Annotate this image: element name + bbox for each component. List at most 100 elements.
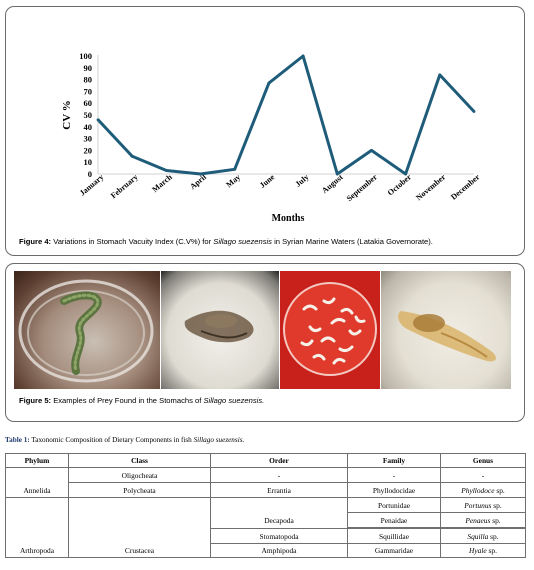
table-1-species: Sillago suezensis. xyxy=(193,436,245,444)
figure-4-panel: 0 10 20 30 40 50 60 70 80 90 100 January February Ma… xyxy=(5,6,525,256)
cell-polycheata: Polycheata xyxy=(68,482,211,498)
table-row: Amphipoda Gammaridae Hyale sp. xyxy=(6,543,526,558)
cell-annelida: Annelida xyxy=(5,467,69,498)
y-tick-label: 0 xyxy=(88,169,92,179)
cell-arthropoda: Arthropoda xyxy=(5,497,69,558)
header-phylum: Phylum xyxy=(5,453,69,468)
figure-4-caption: Figure 4: Variations in Stomach Vacuity … xyxy=(19,237,433,246)
figure-5-label: Figure 5: xyxy=(19,396,52,405)
cell-squilla: Squilla sp. xyxy=(440,528,526,544)
data-point-april xyxy=(199,172,202,176)
figure-5-panel: Figure 5: Examples of Prey Found in the … xyxy=(5,263,525,422)
table-row: Annelida Oligocheata - - - xyxy=(5,467,526,498)
figure-5-text: Examples of Prey Found in the Stomachs o… xyxy=(51,396,204,405)
data-point-july xyxy=(301,54,305,58)
data-point-december xyxy=(472,110,476,113)
data-point-june xyxy=(267,81,271,85)
sp-suffix: sp. xyxy=(486,546,497,555)
cell-hyale: Hyale sp. xyxy=(440,543,526,558)
figure-4-text-a: Variations in Stomach Vacuity Index (C.V… xyxy=(51,237,214,246)
data-point-november xyxy=(438,73,442,77)
worm-in-dish-image xyxy=(18,279,154,383)
cell-amphipoda: Amphipoda xyxy=(210,543,348,558)
table-row: Stomatopoda Squillidae Squilla sp. xyxy=(6,528,526,544)
y-tick-label: 50 xyxy=(84,110,93,120)
y-tick-label: 40 xyxy=(84,122,93,132)
y-axis-title: CV % xyxy=(61,100,73,129)
table-row: Arthropoda Crustacea Decapoda Portunidae… xyxy=(5,497,526,558)
data-point-may xyxy=(233,167,237,171)
cell-order-dash: - xyxy=(210,467,348,483)
cell-squillidae: Squillidae xyxy=(347,528,441,544)
data-point-august xyxy=(335,172,339,176)
taxonomy-table: Phylum Class Order Family Genus Annelida… xyxy=(5,453,526,558)
x-tick-label-december: December xyxy=(449,172,482,201)
table-header-row: Phylum Class Order Family Genus xyxy=(5,453,526,468)
cv-series-line xyxy=(96,54,476,176)
x-tick-label-june: June xyxy=(258,172,277,190)
x-tick-label-may: May xyxy=(224,172,242,189)
sp-suffix: sp. xyxy=(491,500,502,510)
x-tick-label-september: September xyxy=(345,172,379,203)
cell-family-dash: - xyxy=(347,467,441,483)
table-row: Polycheata Errantia Phyllodocidae Phyllo… xyxy=(6,482,526,498)
genus-portunus: Portunus xyxy=(464,500,492,510)
header-class: Class xyxy=(68,453,211,468)
y-tick-label: 20 xyxy=(84,145,93,155)
cell-oligocheata: Oligocheata xyxy=(68,467,211,483)
table-row: Penaidae Penaeus sp. xyxy=(6,512,526,528)
cell-phyllodocidae: Phyllodocidae xyxy=(347,482,441,498)
sp-suffix: sp. xyxy=(494,485,505,495)
x-tick-labels: January February March April May June July Augu… xyxy=(78,172,482,203)
data-point-september xyxy=(370,149,373,152)
data-point-october xyxy=(404,172,408,176)
decapoda-label: Decapoda xyxy=(264,515,294,525)
shrimp-fragment-image xyxy=(398,311,496,362)
x-tick-label-october: October xyxy=(386,172,414,197)
cell-gammaridae: Gammaridae xyxy=(347,543,441,558)
y-tick-label: 100 xyxy=(79,51,92,61)
genus-squilla: Squilla xyxy=(467,531,489,541)
cell-penaeus: Penaeus sp. xyxy=(440,512,526,528)
y-tick-label: 60 xyxy=(84,98,93,108)
y-tick-label: 10 xyxy=(84,157,93,167)
cell-genus-dash: - xyxy=(440,467,526,483)
figure-4-text-b: in Syrian Marine Waters (Latakia Governo… xyxy=(271,237,433,246)
table-1-title-text: Taxonomic Composition of Dietary Compone… xyxy=(29,436,194,444)
genus-hyale: Hyale xyxy=(469,546,487,555)
header-genus: Genus xyxy=(440,453,526,468)
cell-errantia: Errantia xyxy=(210,482,348,498)
figure-4-label: Figure 4: xyxy=(19,237,52,246)
crustacean-microscope-photo xyxy=(161,271,279,389)
crustacean-fragment-image xyxy=(184,310,254,343)
genus-phyllodoce: Phyllodoce xyxy=(461,485,495,495)
x-tick-label-august: August xyxy=(320,172,345,195)
y-tick-label: 30 xyxy=(84,134,93,144)
amphipods-dish-photo xyxy=(280,271,380,389)
y-tick-label: 70 xyxy=(84,86,93,96)
table-1-title: Table 1: Taxonomic Composition of Dietar… xyxy=(5,436,244,444)
header-order: Order xyxy=(210,453,348,468)
amphipods-dish-image xyxy=(283,282,377,376)
x-tick-label-march: March xyxy=(150,172,174,194)
y-tick-label: 80 xyxy=(84,75,93,85)
data-point-january xyxy=(96,118,100,122)
shrimp-microscope-photo xyxy=(381,271,511,389)
header-family: Family xyxy=(347,453,441,468)
table-1-label: Table 1: xyxy=(5,436,30,444)
genus-penaeus: Penaeus xyxy=(465,515,491,525)
cell-stomatopoda: Stomatopoda xyxy=(210,528,348,544)
cell-crustacea: Crustacea xyxy=(68,497,211,558)
sp-suffix: sp. xyxy=(490,515,501,525)
figure-4-species: Sillago suezensis xyxy=(213,237,272,246)
cell-portunus: Portunus sp. xyxy=(440,497,526,513)
cell-decapoda: Decapoda xyxy=(210,497,348,529)
figure-5-caption: Figure 5: Examples of Prey Found in the … xyxy=(19,396,264,405)
cell-portunidae: Portunidae xyxy=(347,497,441,513)
sp-suffix: sp. xyxy=(488,531,499,541)
x-tick-label-february: February xyxy=(109,172,140,200)
data-point-february xyxy=(130,154,134,158)
cell-penaidae: Penaidae xyxy=(347,512,441,528)
figure-5-species: Sillago suezensis. xyxy=(203,396,265,405)
